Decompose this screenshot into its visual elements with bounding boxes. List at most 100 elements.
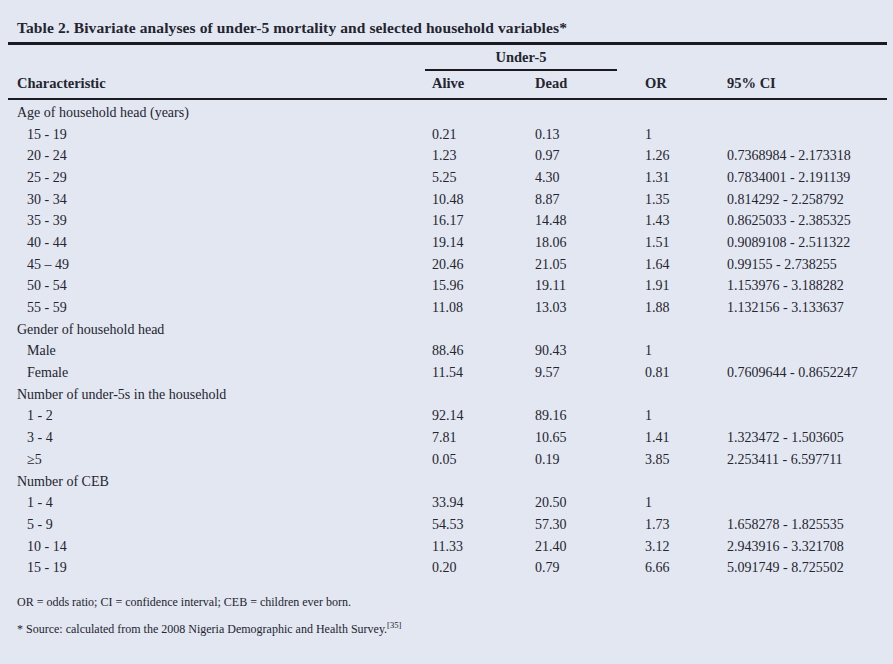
footnotes: OR = odds ratio; CI = confidence interva… [8,595,887,637]
table-figure: Table 2. Bivariate analyses of under-5 m… [8,0,887,637]
cell-dead: 4.30 [535,170,645,186]
cell-alive: 33.94 [432,495,535,511]
table-row: 3 - 47.8110.651.411.323472 - 1.503605 [8,427,887,449]
cell-dead: 0.97 [535,148,645,164]
cell-characteristic: 3 - 4 [17,430,432,446]
cell-alive: 11.54 [432,365,535,381]
cell-ci: 5.091749 - 8.725502 [727,560,887,576]
cell-alive: 11.08 [432,300,535,316]
table-row: 1 - 433.9420.501 [8,492,887,514]
cell-ci: 2.253411 - 6.597711 [727,452,887,468]
cell-or: 1 [645,343,727,359]
cell-dead: 57.30 [535,517,645,533]
cell-characteristic: 25 - 29 [17,170,432,186]
cell-alive: 0.05 [432,452,535,468]
cell-or: 1.31 [645,170,727,186]
cell-dead: 90.43 [535,343,645,359]
cell-characteristic: 1 - 2 [17,408,432,424]
cell-or: 1.88 [645,300,727,316]
cell-alive: 16.17 [432,213,535,229]
column-header-row: Characteristic Alive Dead OR 95% CI [8,71,887,95]
cell-or: 1.35 [645,192,727,208]
cell-or: 3.85 [645,452,727,468]
cell-ci: 0.7609644 - 0.8652247 [727,365,887,381]
cell-ci: 2.943916 - 3.321708 [727,539,887,555]
cell-characteristic: 15 - 19 [17,127,432,143]
cell-alive: 0.20 [432,560,535,576]
cell-ci: 1.132156 - 3.133637 [727,300,887,316]
section-label: Number of under-5s in the household [8,384,887,406]
cell-dead: 9.57 [535,365,645,381]
cell-or: 1.73 [645,517,727,533]
cell-dead: 10.65 [535,430,645,446]
cell-dead: 20.50 [535,495,645,511]
cell-or: 3.12 [645,539,727,555]
cell-characteristic: 35 - 39 [17,213,432,229]
cell-alive: 11.33 [432,539,535,555]
cell-characteristic: ≥5 [17,452,432,468]
section-label: Age of household head (years) [8,102,887,124]
table-row: 15 - 190.200.796.665.091749 - 8.725502 [8,557,887,579]
cell-alive: 15.96 [432,278,535,294]
cell-dead: 13.03 [535,300,645,316]
cell-or: 1.64 [645,257,727,273]
cell-or: 1 [645,495,727,511]
cell-dead: 19.11 [535,278,645,294]
cell-dead: 8.87 [535,192,645,208]
cell-ci: 1.658278 - 1.825535 [727,517,887,533]
cell-ci: 0.7834001 - 2.191139 [727,170,887,186]
cell-alive: 1.23 [432,148,535,164]
cell-or: 1.41 [645,430,727,446]
cell-characteristic: 30 - 34 [17,192,432,208]
cell-ci: 1.323472 - 1.503605 [727,430,887,446]
table-row: 45 – 4920.4621.051.640.99155 - 2.738255 [8,254,887,276]
cell-characteristic: 15 - 19 [17,560,432,576]
source-text: * Source: calculated from the 2008 Niger… [17,622,387,636]
section-label: Gender of household head [8,319,887,341]
cell-or: 1.43 [645,213,727,229]
cell-characteristic: 10 - 14 [17,539,432,555]
cell-characteristic: 20 - 24 [17,148,432,164]
table-row: Female11.549.570.810.7609644 - 0.8652247 [8,362,887,384]
cell-dead: 18.06 [535,235,645,251]
cell-dead: 21.05 [535,257,645,273]
cell-characteristic: 50 - 54 [17,278,432,294]
table-row: 30 - 3410.488.871.350.814292 - 2.258792 [8,189,887,211]
cell-alive: 92.14 [432,408,535,424]
cell-or: 1 [645,127,727,143]
cell-characteristic: 55 - 59 [17,300,432,316]
abbreviations-footnote: OR = odds ratio; CI = confidence interva… [17,595,887,610]
column-group-row: Under-5 [8,45,887,71]
cell-alive: 10.48 [432,192,535,208]
cell-alive: 5.25 [432,170,535,186]
cell-alive: 54.53 [432,517,535,533]
cell-dead: 89.16 [535,408,645,424]
cell-ci: 0.99155 - 2.738255 [727,257,887,273]
table-title: Table 2. Bivariate analyses of under-5 m… [17,17,887,42]
column-header-ci: 95% CI [727,75,887,92]
section-label: Number of CEB [8,471,887,493]
cell-or: 1.51 [645,235,727,251]
cell-or: 1.26 [645,148,727,164]
cell-ci: 0.814292 - 2.258792 [727,192,887,208]
table-row: 5 - 954.5357.301.731.658278 - 1.825535 [8,514,887,536]
cell-dead: 0.19 [535,452,645,468]
cell-characteristic: 5 - 9 [17,517,432,533]
table-header: Under-5 Characteristic Alive Dead OR 95%… [8,45,887,100]
cell-characteristic: Female [17,365,432,381]
source-footnote: * Source: calculated from the 2008 Niger… [17,622,887,637]
cell-characteristic: 1 - 4 [17,495,432,511]
table-row: Male88.4690.431 [8,341,887,363]
cell-alive: 19.14 [432,235,535,251]
table-row: 40 - 4419.1418.061.510.9089108 - 2.51132… [8,232,887,254]
table-row: 15 - 190.210.131 [8,124,887,146]
table-body: Age of household head (years)15 - 190.21… [8,100,887,579]
table-row: ≥50.050.193.852.253411 - 6.597711 [8,449,887,471]
table-row: 55 - 5911.0813.031.881.132156 - 3.133637 [8,297,887,319]
column-header-alive: Alive [432,75,535,92]
column-header-characteristic: Characteristic [17,75,432,92]
cell-or: 1 [645,408,727,424]
cell-characteristic: 40 - 44 [17,235,432,251]
cell-or: 6.66 [645,560,727,576]
cell-characteristic: Male [17,343,432,359]
